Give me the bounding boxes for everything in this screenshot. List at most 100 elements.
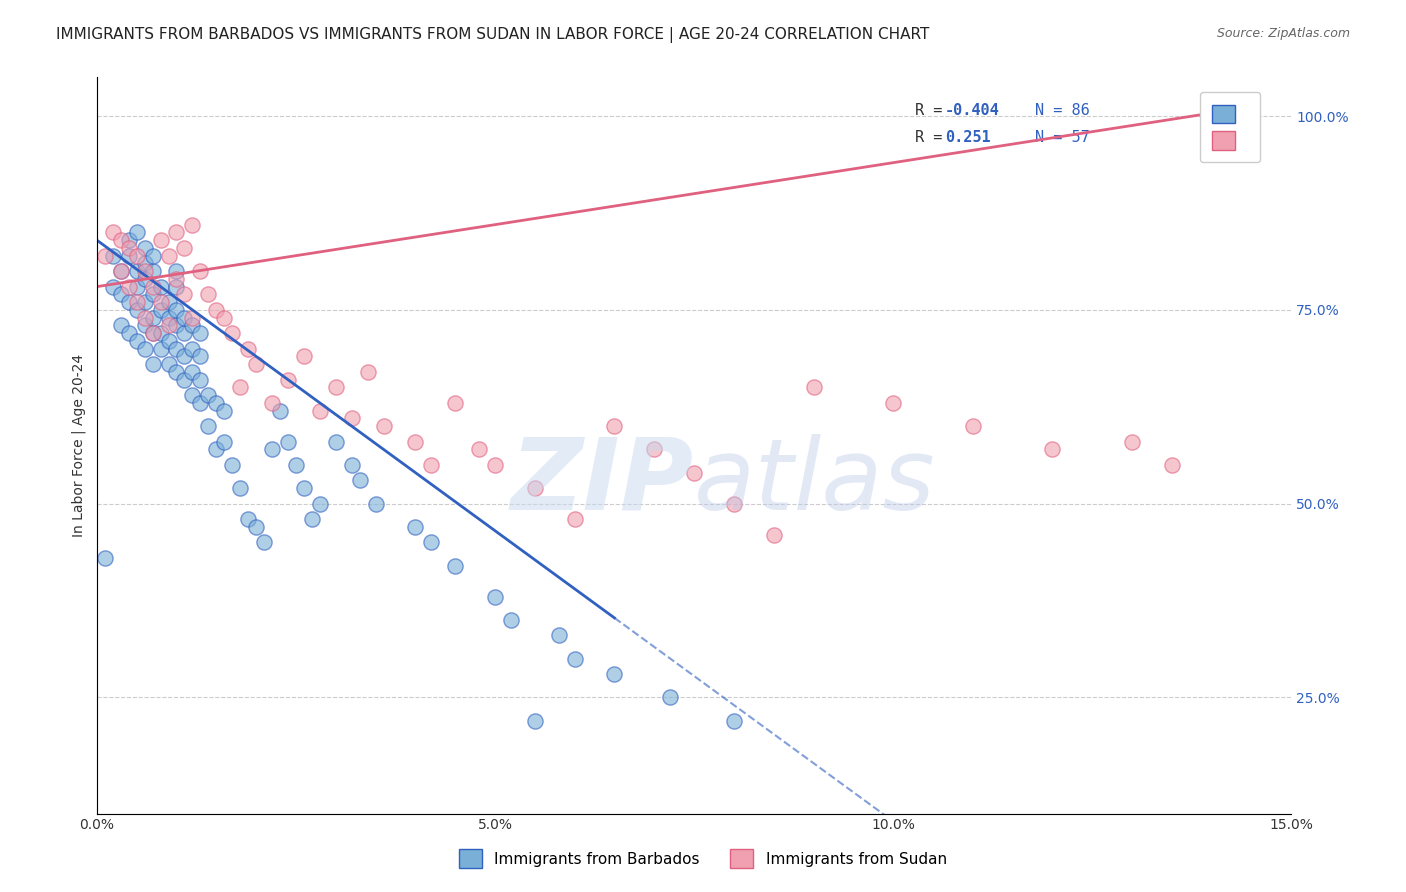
- Point: [214, 403, 236, 417]
- Point: [149, 326, 172, 340]
- Point: [197, 388, 219, 402]
- Point: [181, 318, 204, 333]
- Point: [125, 264, 148, 278]
- Point: [292, 350, 315, 364]
- Point: [173, 287, 195, 301]
- Point: [173, 310, 195, 325]
- Point: [125, 279, 148, 293]
- Point: [125, 302, 148, 317]
- Point: [142, 249, 165, 263]
- Point: [229, 481, 252, 495]
- Point: [134, 241, 156, 255]
- Point: [125, 226, 148, 240]
- Point: [173, 326, 195, 340]
- Point: [134, 310, 156, 325]
- Point: [603, 667, 626, 681]
- Point: [149, 233, 172, 247]
- Point: [190, 350, 212, 364]
- Point: [149, 342, 172, 356]
- Point: [94, 249, 117, 263]
- Point: [564, 651, 586, 665]
- Point: [125, 295, 148, 310]
- Point: [142, 287, 165, 301]
- Point: [484, 590, 506, 604]
- Point: [205, 442, 228, 457]
- Point: [173, 241, 195, 255]
- Legend: , : ,: [1201, 93, 1260, 161]
- Point: [260, 442, 283, 457]
- Point: [420, 535, 443, 549]
- Point: [269, 403, 291, 417]
- Text: Source: ZipAtlas.com: Source: ZipAtlas.com: [1216, 27, 1350, 40]
- Point: [364, 497, 387, 511]
- Point: [683, 466, 706, 480]
- Point: [118, 326, 141, 340]
- Point: [564, 512, 586, 526]
- Point: [110, 318, 132, 333]
- Legend: Immigrants from Barbados, Immigrants from Sudan: Immigrants from Barbados, Immigrants fro…: [451, 841, 955, 875]
- Point: [444, 558, 467, 573]
- Point: [166, 342, 188, 356]
- Point: [166, 365, 188, 379]
- Point: [523, 714, 546, 728]
- Point: [166, 318, 188, 333]
- Point: [134, 295, 156, 310]
- Point: [149, 279, 172, 293]
- Point: [214, 310, 236, 325]
- Point: [157, 334, 180, 348]
- Point: [325, 434, 347, 449]
- Point: [142, 326, 165, 340]
- Point: [292, 481, 315, 495]
- Point: [1042, 442, 1064, 457]
- Point: [134, 272, 156, 286]
- Point: [803, 380, 825, 394]
- Point: [1201, 125, 1223, 139]
- Point: [101, 279, 124, 293]
- Y-axis label: In Labor Force | Age 20-24: In Labor Force | Age 20-24: [72, 354, 86, 537]
- Point: [181, 388, 204, 402]
- Point: [118, 241, 141, 255]
- Point: [173, 373, 195, 387]
- Point: [166, 272, 188, 286]
- Text: R =: R =: [915, 130, 952, 145]
- Point: [118, 279, 141, 293]
- Point: [157, 249, 180, 263]
- Point: [340, 458, 363, 472]
- Point: [349, 474, 371, 488]
- Point: [190, 326, 212, 340]
- Point: [190, 396, 212, 410]
- Point: [118, 233, 141, 247]
- Point: [110, 233, 132, 247]
- Point: [277, 434, 299, 449]
- Point: [110, 287, 132, 301]
- Point: [134, 264, 156, 278]
- Point: [277, 373, 299, 387]
- Point: [134, 342, 156, 356]
- Point: [373, 419, 395, 434]
- Point: [197, 419, 219, 434]
- Point: [94, 550, 117, 565]
- Point: [142, 357, 165, 371]
- Point: [110, 264, 132, 278]
- Point: [166, 226, 188, 240]
- Point: [484, 458, 506, 472]
- Point: [260, 396, 283, 410]
- Point: [181, 310, 204, 325]
- Point: [284, 458, 307, 472]
- Point: [253, 535, 276, 549]
- Point: [166, 264, 188, 278]
- Point: [157, 295, 180, 310]
- Point: [101, 249, 124, 263]
- Point: [762, 527, 785, 541]
- Point: [181, 365, 204, 379]
- Point: [166, 279, 188, 293]
- Point: [523, 481, 546, 495]
- Text: 0.251: 0.251: [945, 130, 991, 145]
- Point: [245, 357, 267, 371]
- Point: [245, 520, 267, 534]
- Point: [205, 302, 228, 317]
- Text: N = 57: N = 57: [1035, 130, 1090, 145]
- Point: [173, 350, 195, 364]
- Point: [149, 295, 172, 310]
- Point: [643, 442, 665, 457]
